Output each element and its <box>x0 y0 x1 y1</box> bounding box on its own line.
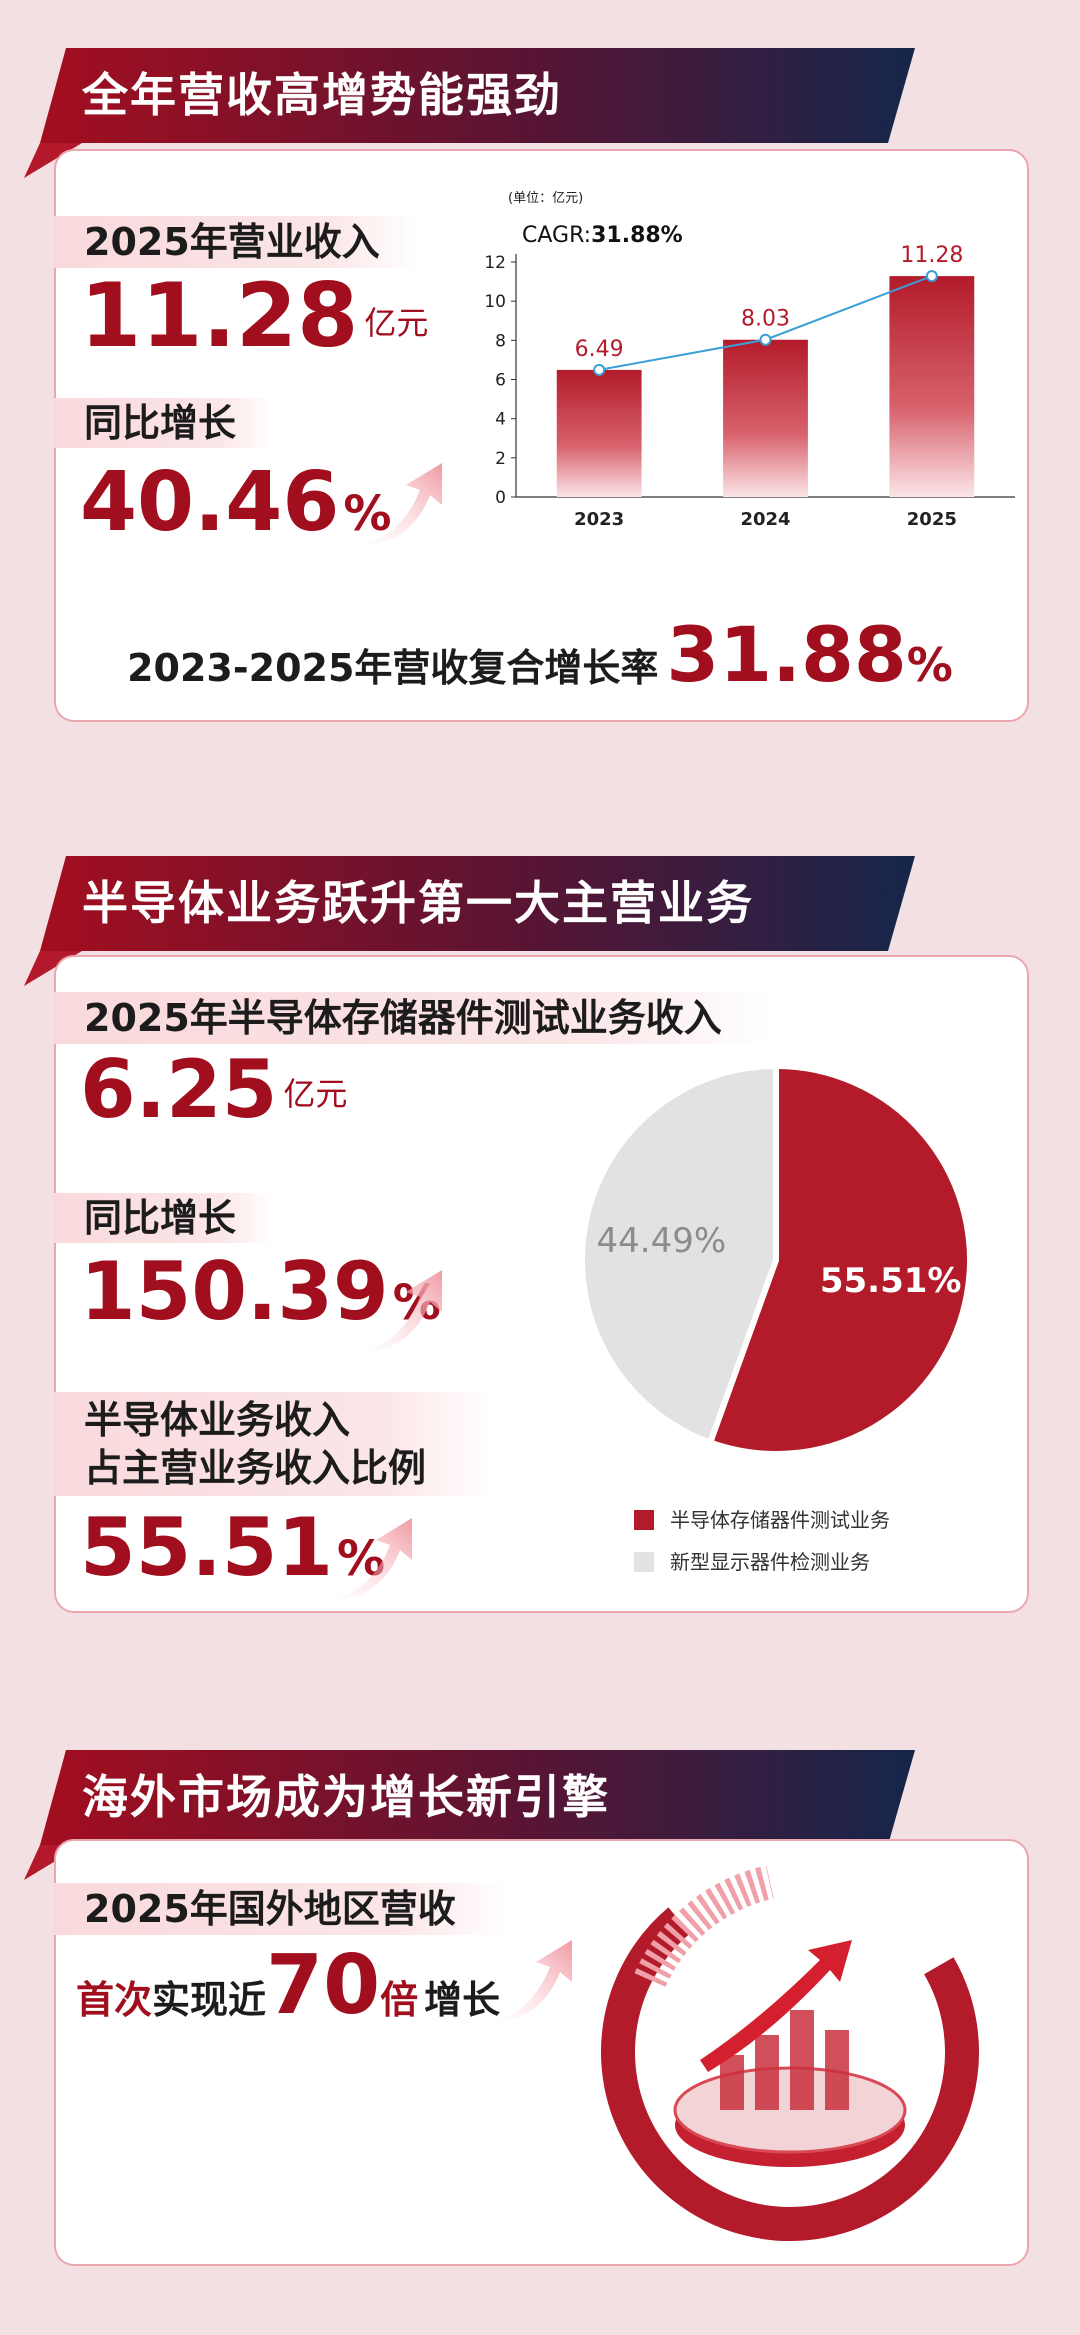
metric-label: 同比增长 <box>54 398 274 448</box>
metric-label: 半导体业务收入 占主营业务收入比例 <box>54 1392 494 1496</box>
x-tick-label: 2023 <box>574 509 624 530</box>
arrow-decoration <box>355 463 442 546</box>
trend-point <box>759 333 772 346</box>
highlight-value: 70 <box>266 1938 381 2033</box>
number: 150.39 <box>80 1245 389 1338</box>
bar-chart: (单位：亿元) CAGR:31.88% 0 2 4 6 8 10 12 6.49 2023 8.0… <box>484 191 1015 530</box>
highlight-text: 增长 <box>424 1978 501 2022</box>
number: 6.25 <box>80 1043 278 1136</box>
y-tick-label: 8 <box>495 331 506 351</box>
number: 40.46 <box>80 455 340 550</box>
unit: 亿元 <box>364 304 429 342</box>
annotation-label: CAGR: <box>522 223 591 248</box>
pie-slice <box>706 1062 973 1457</box>
metric-label: 同比增长 <box>54 1193 274 1243</box>
summary-label: 2023-2025年营收复合增长率 <box>127 646 659 690</box>
annotation: CAGR:31.88% <box>522 223 683 248</box>
trend-point <box>925 270 938 283</box>
x-tick-label: 2024 <box>740 509 790 530</box>
trend-point <box>593 363 606 376</box>
section-title: 半导体业务跃升第一大主营业务 <box>82 876 754 930</box>
y-tick-label: 0 <box>495 488 506 508</box>
legend-swatch <box>634 1552 654 1572</box>
highlight-unit: 倍 <box>380 1978 419 2022</box>
unit-note: (单位：亿元) <box>508 191 583 206</box>
summary-value: 31.88 <box>666 610 907 699</box>
legend-label: 新型显示器件检测业务 <box>670 1550 870 1574</box>
arrow-decoration <box>485 1940 572 2023</box>
y-tick-label: 10 <box>484 292 506 312</box>
metric-label: 2025年国外地区营收 <box>54 1883 509 1935</box>
y-tick-label: 12 <box>484 253 506 273</box>
highlight-text: 实现近 <box>152 1978 267 2022</box>
growth-illustration <box>601 1863 979 2241</box>
highlight: 首次实现近70倍 增长 <box>76 1945 500 2027</box>
section-title: 全年营收高增势能强劲 <box>82 68 562 122</box>
x-tick-label: 2025 <box>907 509 957 530</box>
slice-label: 55.51% <box>820 1261 962 1301</box>
bar <box>556 369 642 497</box>
bar <box>889 276 975 497</box>
summary-unit: % <box>906 638 953 692</box>
metric-value: 40.46% <box>80 462 391 544</box>
metric-value: 6.25 亿元 <box>80 1050 348 1130</box>
metric-label: 2025年半导体存储器件测试业务收入 <box>54 992 768 1044</box>
number: 11.28 <box>80 264 359 367</box>
number: 55.51 <box>80 1501 334 1594</box>
y-tick-label: 2 <box>495 449 506 469</box>
legend-label: 半导体存储器件测试业务 <box>670 1508 890 1532</box>
slice-label: 44.49% <box>597 1221 727 1261</box>
y-tick-label: 4 <box>495 410 506 430</box>
pie-slice <box>579 1062 779 1447</box>
section-title: 海外市场成为增长新引擎 <box>82 1770 610 1824</box>
arrow-decoration <box>355 1270 442 1353</box>
value-label: 11.28 <box>900 243 963 268</box>
metric-value: 11.28 亿元 <box>80 272 429 360</box>
legend-swatch <box>634 1510 654 1530</box>
y-tick-label: 6 <box>495 371 506 391</box>
unit: % <box>343 486 392 542</box>
annotation-value: 31.88% <box>591 223 683 248</box>
unit: 亿元 <box>283 1075 348 1113</box>
metric-value: 55.51% <box>80 1508 385 1588</box>
metric-label: 2025年营业收入 <box>54 216 418 268</box>
arrow-decoration <box>325 1518 412 1601</box>
metric-value: 150.39% <box>80 1252 441 1332</box>
highlight-text: 首次 <box>76 1978 153 2022</box>
bar <box>723 339 808 497</box>
value-label: 8.03 <box>741 307 790 332</box>
summary: 2023-2025年营收复合增长率 31.88% <box>0 610 1080 699</box>
value-label: 6.49 <box>575 337 624 362</box>
